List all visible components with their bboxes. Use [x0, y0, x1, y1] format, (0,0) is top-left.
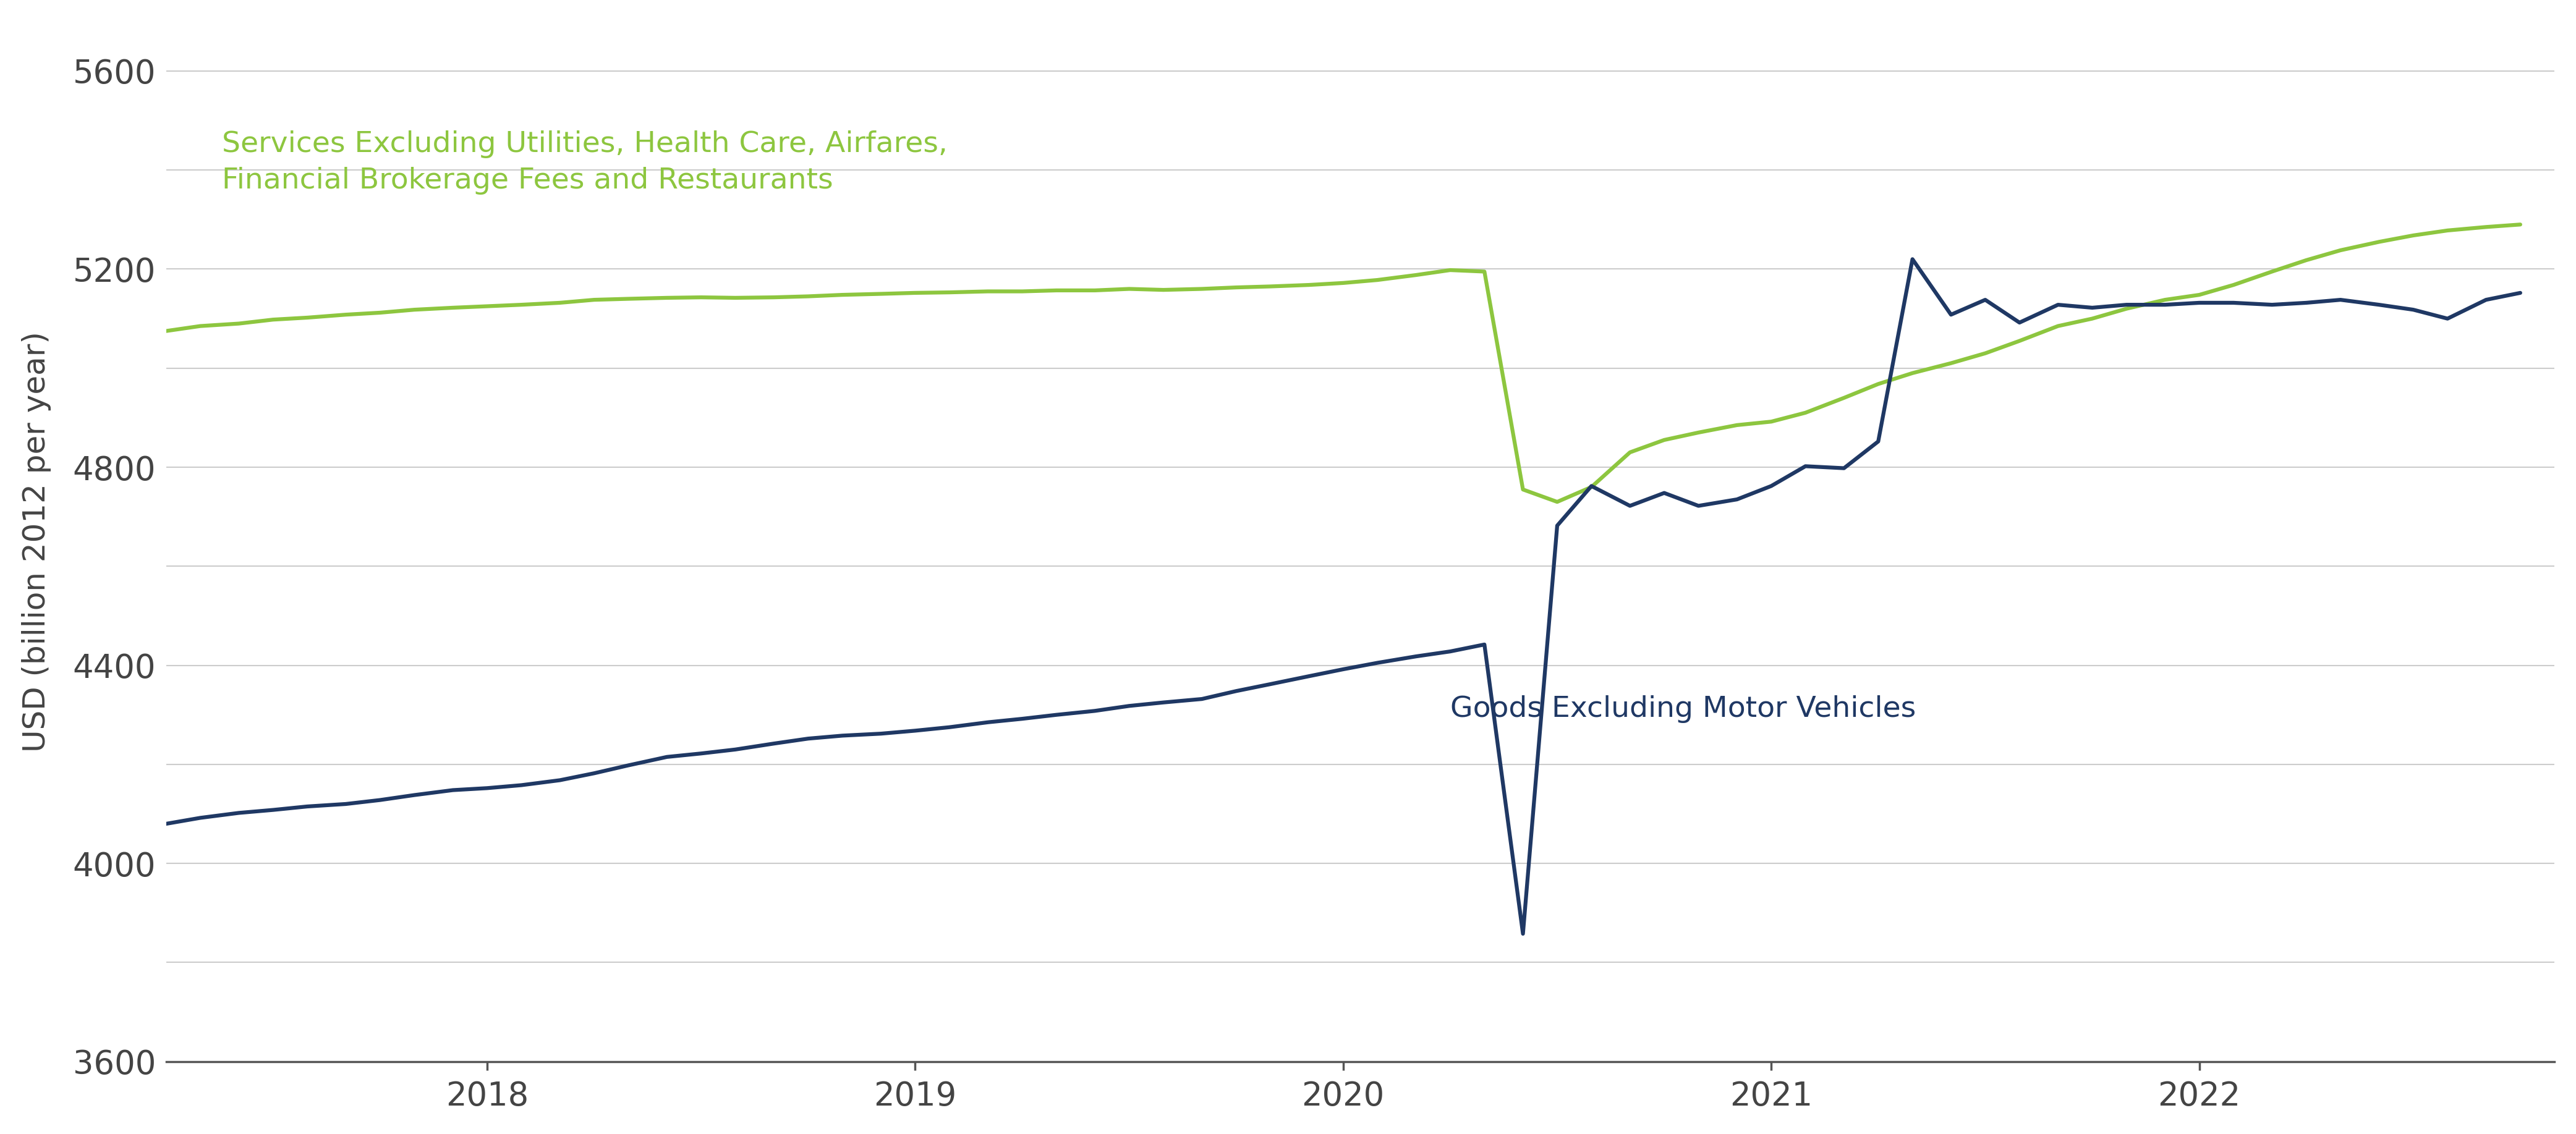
Text: Services Excluding Utilities, Health Care, Airfares,
Financial Brokerage Fees an: Services Excluding Utilities, Health Car… [222, 130, 948, 195]
Y-axis label: USD (billion 2012 per year): USD (billion 2012 per year) [21, 331, 52, 752]
Text: Goods Excluding Motor Vehicles: Goods Excluding Motor Vehicles [1450, 695, 1917, 722]
